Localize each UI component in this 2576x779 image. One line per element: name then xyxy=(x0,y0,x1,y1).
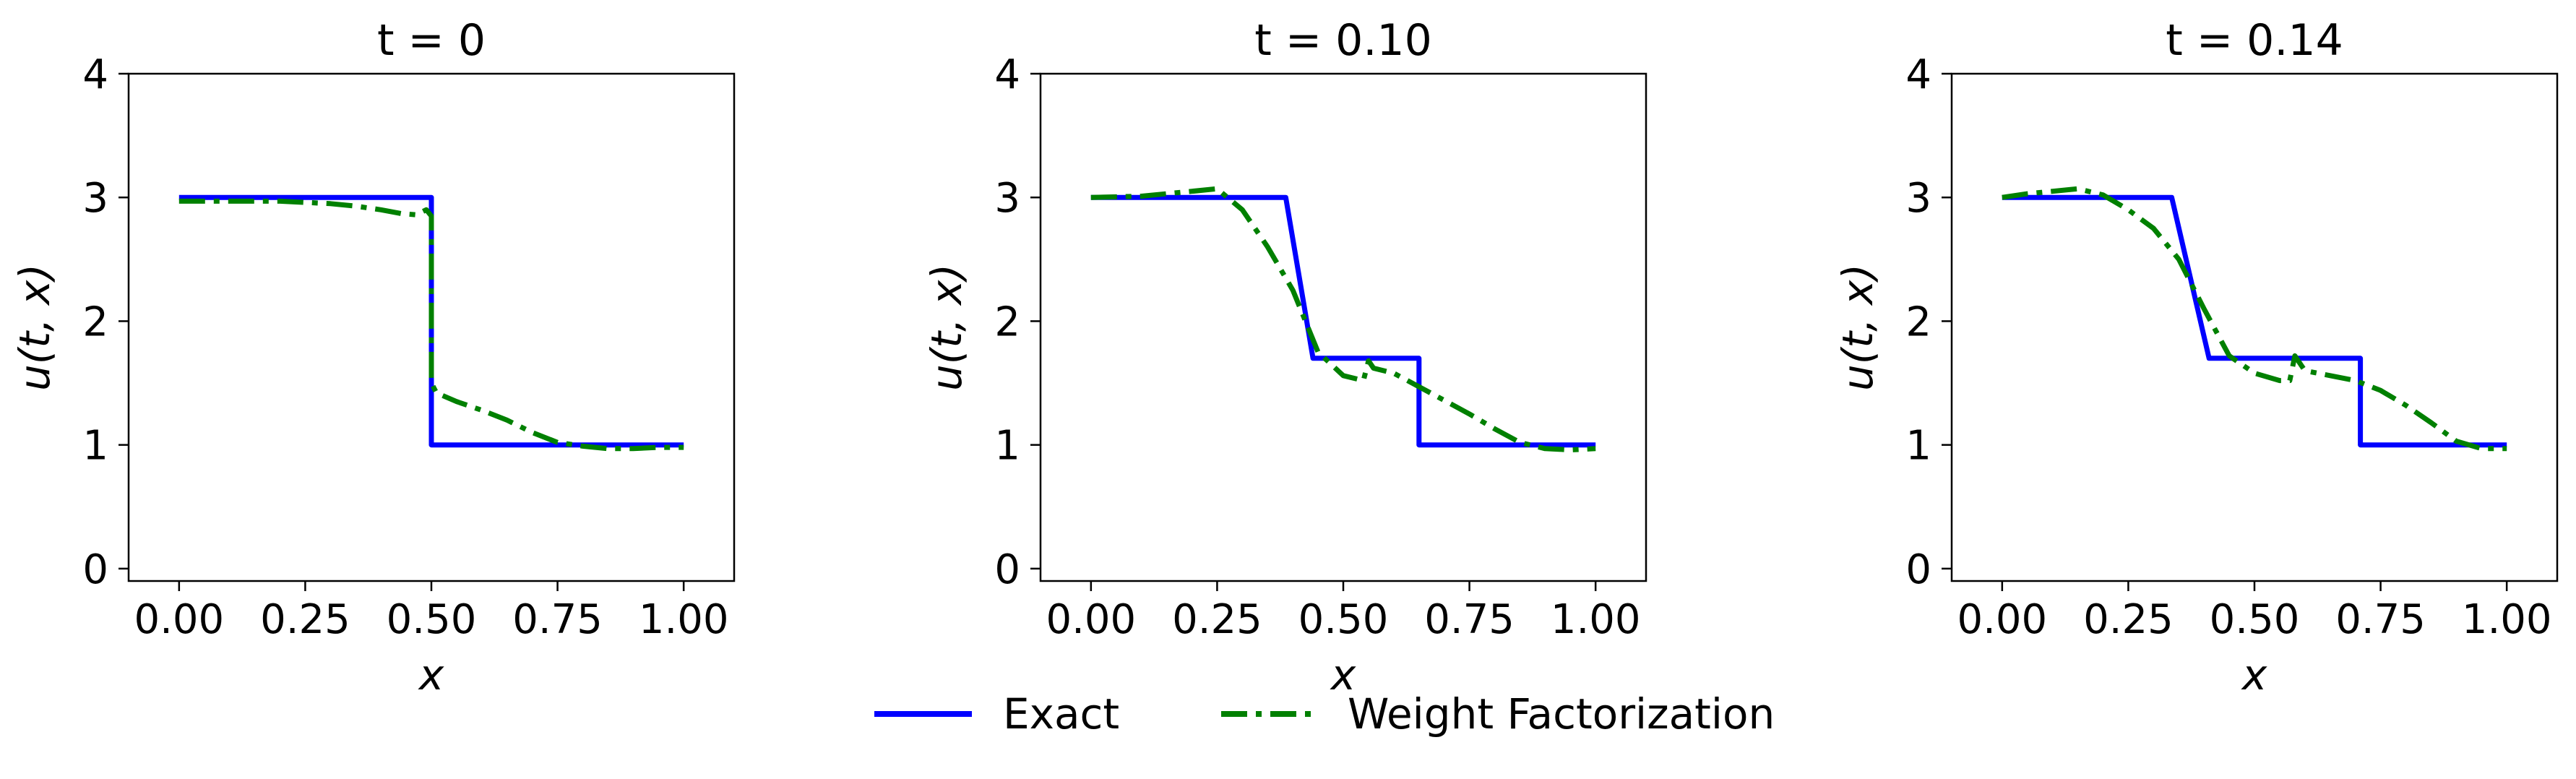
subplot-2: 0.00 0.25 0.50 0.75 1.00 0 1 2 3 4 x u(t, x) t = 0.1… xyxy=(922,15,1647,700)
axes-frame xyxy=(1950,72,2559,582)
y-tick-label: 0 xyxy=(82,546,108,593)
y-tick-label: 2 xyxy=(82,298,108,345)
y-tick-label: 2 xyxy=(994,298,1020,345)
x-tick-label: 0.50 xyxy=(1298,596,1389,643)
x-tick-label: 0.50 xyxy=(2210,596,2300,643)
x-axis-label: x xyxy=(1330,650,1356,700)
y-tick-label: 3 xyxy=(82,175,108,222)
subplot-3: 0.00 0.25 0.50 0.75 1.00 0 1 2 3 4 x u(t, x) t = 0.1… xyxy=(1833,15,2559,700)
x-tick-label: 1.00 xyxy=(2462,596,2552,643)
x-tick-label: 0.75 xyxy=(2335,596,2426,643)
y-tick-label: 1 xyxy=(82,423,108,470)
y-axis-label: u(t, x) xyxy=(922,264,971,391)
series-line-exact xyxy=(1090,194,1596,448)
x-axis-label: x xyxy=(418,650,444,700)
y-tick-label: 4 xyxy=(994,51,1020,98)
series-line-weight-factorization xyxy=(2002,186,2507,452)
subplot-title: t = 0.14 xyxy=(2166,15,2343,66)
series-line-exact xyxy=(2002,194,2507,448)
x-tick-label: 0.25 xyxy=(1172,596,1262,643)
legend: Exact Weight Factorization xyxy=(874,689,1775,739)
y-tick-label: 3 xyxy=(994,175,1020,222)
y-axis-label: u(t, x) xyxy=(1833,264,1882,391)
y-tick-label: 1 xyxy=(994,423,1020,470)
x-tick-label: 0.75 xyxy=(1424,596,1515,643)
subplot-title: t = 0 xyxy=(377,15,486,66)
x-tick-label: 0.50 xyxy=(387,596,477,643)
y-tick-label: 3 xyxy=(1905,175,1931,222)
x-axis-label: x xyxy=(2241,650,2267,700)
legend-label-exact: Exact xyxy=(1003,689,1119,739)
x-tick-label: 1.00 xyxy=(1551,596,1641,643)
x-tick-label: 0.25 xyxy=(260,596,350,643)
series-line-weight-factorization xyxy=(178,198,684,452)
x-tick-label: 0.75 xyxy=(512,596,603,643)
series-line-weight-factorization xyxy=(1090,186,1596,452)
y-tick-label: 0 xyxy=(994,546,1020,593)
subplot-1: 0.00 0.25 0.50 0.75 1.00 0 1 2 3 4 x u(t, x) t = 0 xyxy=(10,15,736,700)
y-axis-label: u(t, x) xyxy=(10,264,59,391)
legend-label-weight-factorization: Weight Factorization xyxy=(1348,689,1775,739)
x-tick-label: 0.25 xyxy=(2083,596,2174,643)
y-tick-label: 4 xyxy=(1905,51,1931,98)
subplot-title: t = 0.10 xyxy=(1254,15,1432,66)
y-tick-label: 4 xyxy=(82,51,108,98)
y-tick-label: 0 xyxy=(1905,546,1931,593)
x-tick-label: 0.00 xyxy=(1046,596,1136,643)
x-tick-label: 0.00 xyxy=(134,596,224,643)
y-tick-label: 1 xyxy=(1905,423,1931,470)
y-tick-label: 2 xyxy=(1905,298,1931,345)
axes-frame xyxy=(1039,72,1647,582)
x-tick-label: 0.00 xyxy=(1957,596,2047,643)
x-tick-label: 1.00 xyxy=(639,596,729,643)
